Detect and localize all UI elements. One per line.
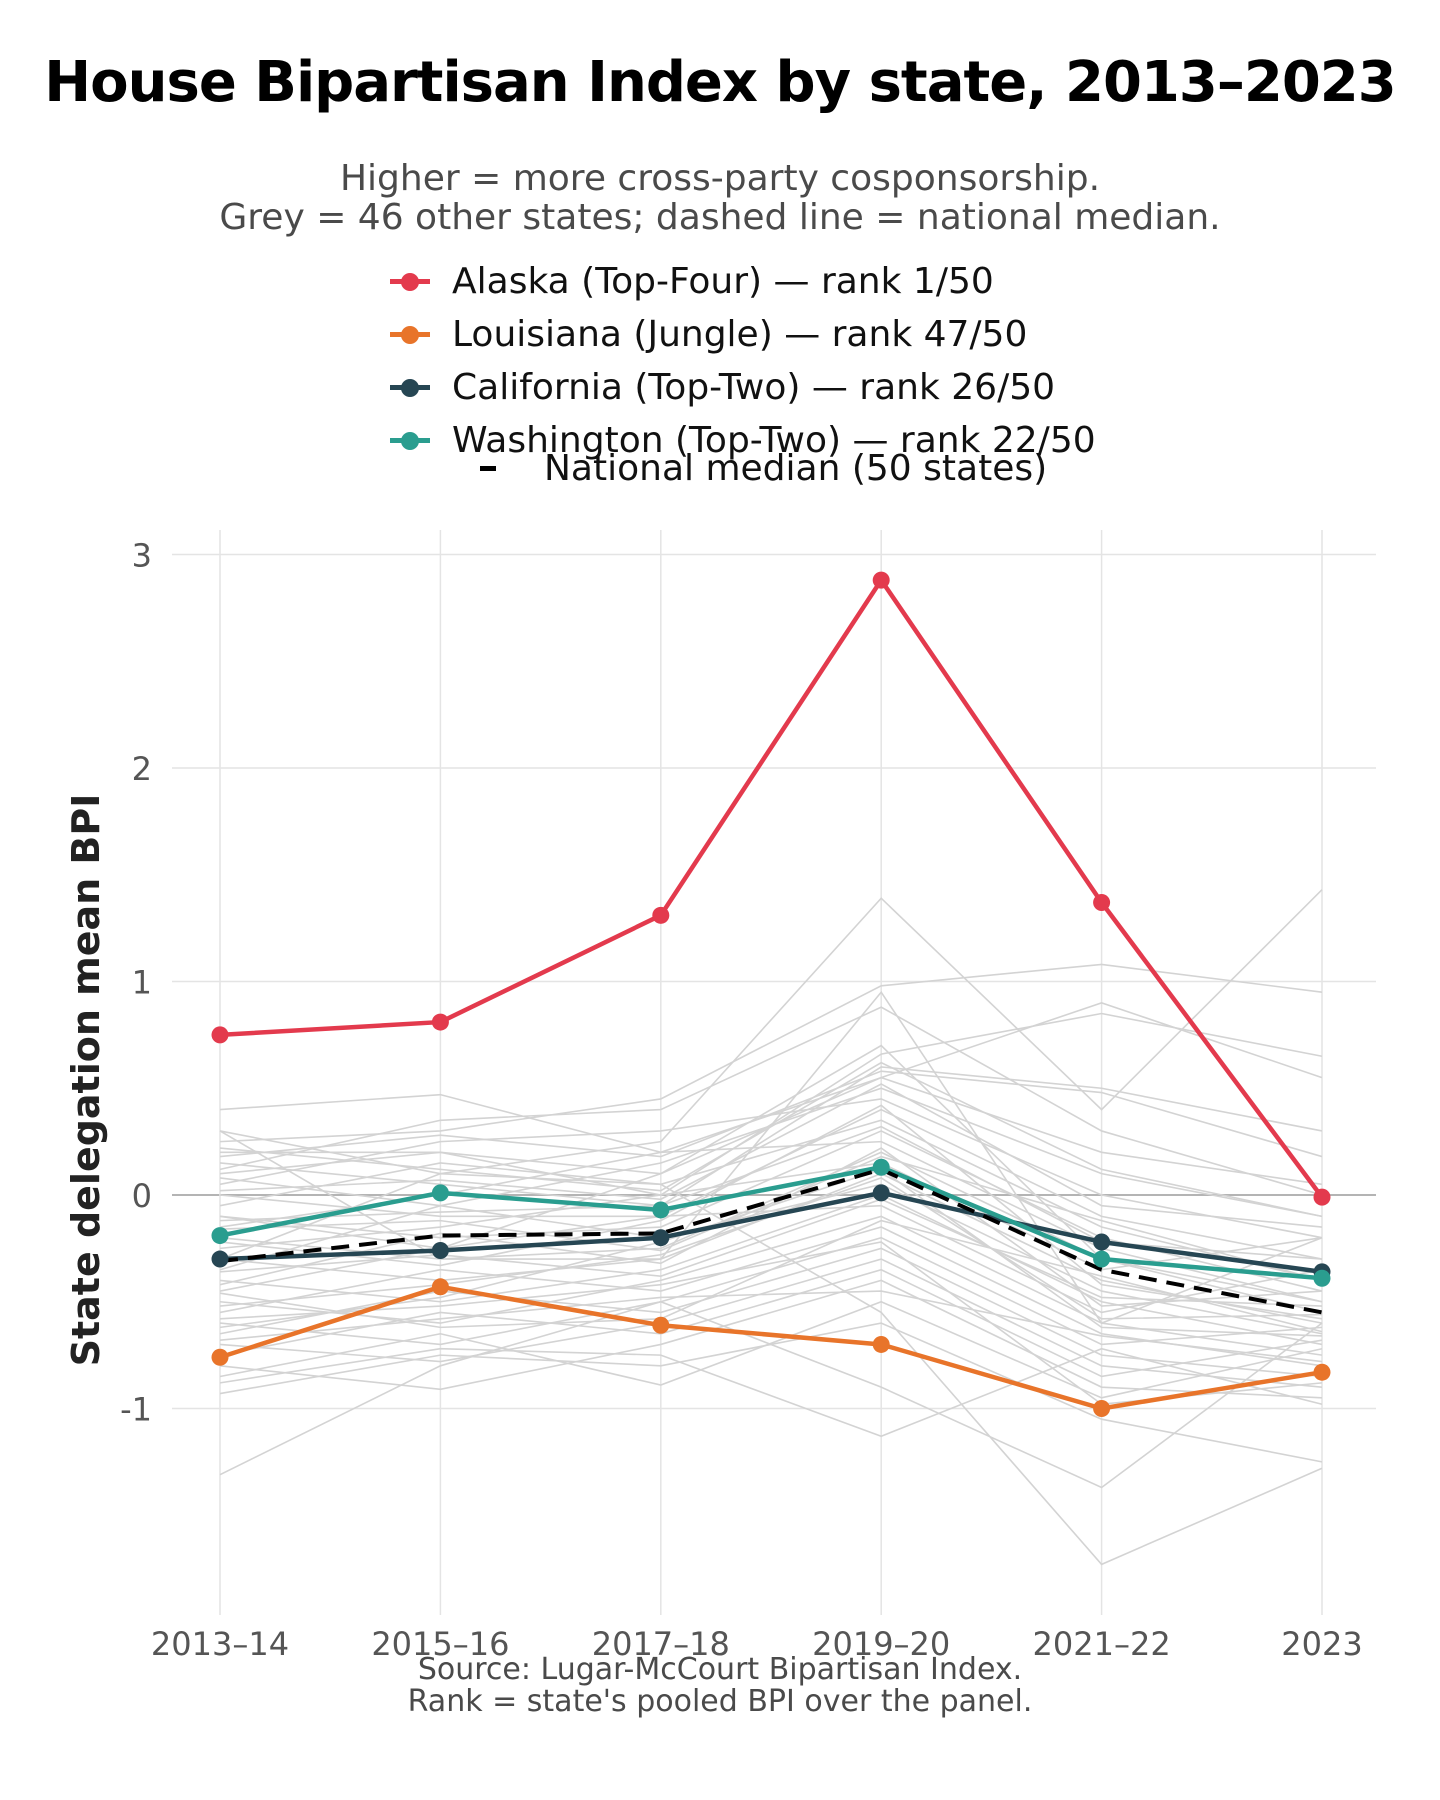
series-point	[1093, 894, 1111, 912]
x-tick-label: 2019–20	[812, 1625, 950, 1663]
y-tick-label: 2	[132, 750, 152, 788]
other-state-line	[219, 1066, 1323, 1207]
series-point	[1313, 1188, 1331, 1206]
series-line	[219, 1164, 1323, 1281]
other-state-line	[219, 1061, 1323, 1218]
series-point	[1093, 1400, 1111, 1417]
series-point	[872, 1158, 890, 1176]
chart-title: House Bipartisan Index by state, 2013–20…	[44, 50, 1396, 115]
other-state-line	[219, 1044, 1323, 1303]
x-tick-label: 2017–18	[592, 1625, 730, 1663]
other-state-line	[220, 1012, 1323, 1196]
y-tick-label: -1	[120, 1391, 152, 1429]
other-state-line	[219, 1119, 1323, 1282]
legend-swatch-icon	[390, 262, 430, 302]
series-point	[1313, 1363, 1331, 1381]
y-tick-label: 3	[132, 537, 152, 575]
other-state-line	[219, 963, 1323, 1143]
series-point	[431, 1278, 449, 1296]
other-state-line	[219, 1098, 1323, 1239]
legend-item: Louisiana (Jungle) — rank 47/50	[390, 308, 1096, 361]
other-state-line	[219, 1155, 1323, 1282]
other-state-line	[219, 1204, 1323, 1314]
other-state-line	[219, 1070, 1323, 1158]
x-tick-label: 2021–22	[1033, 1625, 1171, 1663]
series-point	[652, 906, 670, 924]
series-point	[211, 1227, 229, 1245]
x-tick-label: 2013–14	[151, 1625, 289, 1663]
other-state-line	[219, 889, 1323, 1175]
other-state-line	[219, 1347, 1323, 1438]
dashed-line-icon	[480, 466, 496, 471]
other-state-line	[219, 1300, 1323, 1399]
series-point	[211, 1026, 229, 1044]
legend-label: Washington (Top-Two) — rank 22/50	[452, 420, 1096, 461]
series-point	[211, 1348, 229, 1366]
other-state-line	[219, 1104, 1323, 1320]
legend-label: Louisiana (Jungle) — rank 47/50	[452, 314, 1028, 355]
legend-item: California (Top-Two) — rank 26/50	[390, 361, 1096, 414]
legend-item: Alaska (Top-Four) — rank 1/50	[390, 255, 1096, 308]
median-line	[219, 1167, 1323, 1315]
legend-label: California (Top-Two) — rank 26/50	[452, 367, 1056, 408]
other-state-line	[219, 1083, 1323, 1228]
series-line	[219, 1190, 1323, 1275]
series-point	[872, 1335, 890, 1353]
series-point	[1093, 1233, 1111, 1251]
legend-item-median: National median (50 states)	[480, 448, 1047, 489]
series-point	[652, 1201, 670, 1219]
chart-subtitle-line-1: Higher = more cross-party cosponsorship.	[339, 158, 1101, 199]
legend-item: Washington (Top-Two) — rank 22/50	[390, 414, 1096, 467]
other-state-line	[219, 990, 1323, 1325]
other-state-line	[219, 1006, 1323, 1196]
series-line	[219, 577, 1324, 1199]
other-state-line	[219, 1076, 1323, 1186]
series-point	[431, 1013, 449, 1031]
other-state-line	[219, 1258, 1323, 1388]
other-state-line	[219, 1300, 1323, 1489]
series-point	[211, 1250, 229, 1268]
series-point	[652, 1229, 670, 1247]
y-tick-label: 0	[132, 1177, 152, 1215]
other-state-line	[219, 1219, 1323, 1333]
other-state-line	[219, 1268, 1323, 1378]
legend-label: Alaska (Top-Four) — rank 1/50	[452, 261, 994, 302]
caption-line-1: Source: Lugar-McCourt Bipartisan Index.	[417, 1652, 1023, 1687]
series-point	[872, 571, 890, 589]
series-line	[219, 1284, 1323, 1411]
other-state-line	[219, 1172, 1323, 1566]
series-point	[1093, 1250, 1111, 1268]
series-point	[652, 1316, 670, 1334]
series-point	[872, 1184, 890, 1202]
series-point	[1313, 1269, 1331, 1287]
x-tick-label: 2015–16	[371, 1625, 509, 1663]
chart-subtitle-line-2: Grey = 46 other states; dashed line = na…	[219, 197, 1221, 238]
other-state-line	[219, 1198, 1323, 1307]
series-point	[431, 1184, 449, 1202]
y-tick-label: 1	[132, 964, 152, 1002]
legend-swatch-icon	[390, 315, 430, 355]
chart-legend: Alaska (Top-Four) — rank 1/50 Louisiana (…	[390, 255, 1096, 467]
legend-swatch-icon	[390, 368, 430, 408]
x-tick-label: 2023	[1281, 1625, 1362, 1663]
caption-line-2: Rank = state's pooled BPI over the panel…	[407, 1684, 1033, 1719]
other-state-line	[219, 1226, 1323, 1367]
legend-median-label: National median (50 states)	[544, 448, 1048, 489]
legend-swatch-icon	[390, 421, 430, 461]
other-state-line	[219, 1168, 1323, 1337]
series-point	[431, 1242, 449, 1260]
